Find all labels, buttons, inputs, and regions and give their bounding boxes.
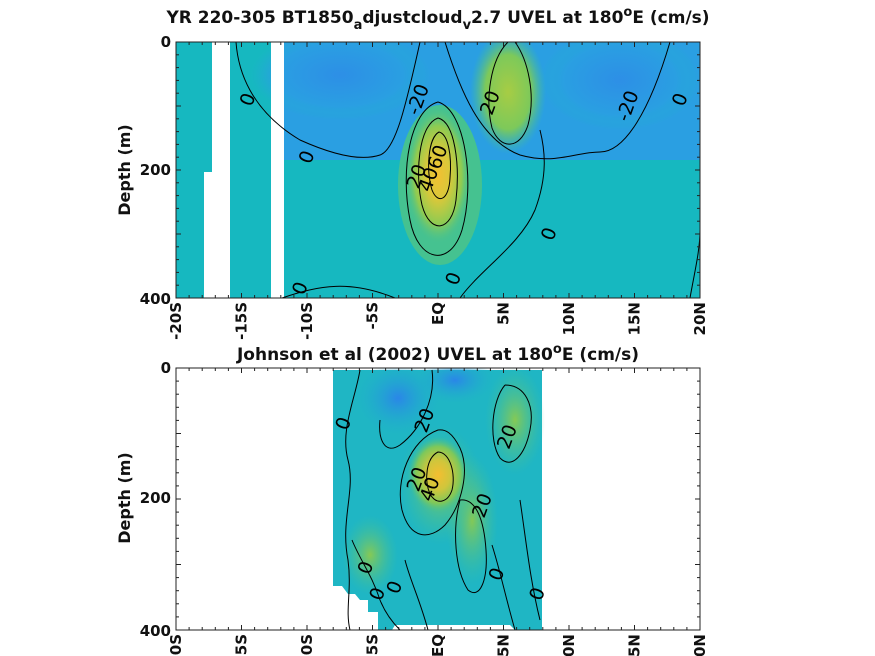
panel-1-field (176, 42, 700, 298)
panel-2-green-north (485, 368, 545, 475)
panel-2-field (333, 368, 545, 630)
x-tick-label: 20N (691, 634, 709, 656)
panel-1: YR 220-305 BT1850adjustcloudv2.7 UVEL at… (115, 5, 710, 340)
panel-1-contour-zero-south (281, 285, 396, 298)
panel-1-ylabel: Depth (m) (115, 124, 134, 216)
panel-2-contour-zero-west (345, 369, 361, 630)
panel-2-xtick-labels: -20S -15S -10S -5S EQ 5N 10N 15N 20N (167, 634, 709, 656)
panel-2-title: Johnson et al (2002) UVEL at 180oE (cm/s… (236, 342, 639, 365)
panel-2-westward-north (415, 368, 495, 404)
x-tick-label: 5N (495, 634, 513, 656)
panel-1-gap-1 (212, 42, 230, 298)
panel-2-contour-40-euc (426, 451, 454, 502)
panel-1-gap-1b (204, 172, 214, 298)
panel-2-contour-zero-deep-west (351, 539, 401, 630)
panel-2-contour-20-euc (399, 429, 465, 536)
x-tick-label: 15N (626, 634, 644, 656)
panel-1-north-jet (470, 42, 546, 154)
panel-2-contour-zero-east (519, 499, 541, 621)
panel-1-ytick-400: 400 (140, 290, 171, 308)
panel-2: Johnson et al (2002) UVEL at 180oE (cm/s… (115, 342, 709, 656)
x-tick-label: -15S (233, 302, 251, 340)
x-tick-label: 10N (560, 634, 578, 656)
x-tick-label: EQ (429, 634, 447, 656)
panel-2-green-south (342, 515, 398, 595)
panel-1-contour-zero-mid (444, 42, 671, 160)
panel-1-westward-core (250, 42, 430, 120)
panel-1-contour-zero-west (235, 42, 421, 158)
panel-1-ytick-0: 0 (161, 33, 171, 51)
panel-2-ticks (175, 367, 701, 631)
panel-1-contour-40-euc (418, 117, 458, 227)
x-tick-label: -15S (233, 634, 251, 656)
panel-1-contour-zero-north (459, 129, 545, 298)
panel-2-ytick-200: 200 (140, 489, 171, 507)
x-tick-label: -5S (364, 302, 382, 329)
panel-2-ylabel: Depth (m) (115, 452, 134, 544)
panel-1-xtick-labels: -20S -15S -10S -5S EQ 5N 10N 15N 20N (167, 302, 709, 340)
panel-2-contour-zero-deep-north (491, 544, 516, 630)
panel-2-contour-20-north (492, 384, 532, 463)
panel-2-contour-zero-deep-mid (404, 559, 429, 630)
panel-2-contours (345, 369, 541, 630)
x-tick-label: 20N (691, 302, 709, 335)
x-tick-label: 15N (626, 302, 644, 335)
panel-1-gap-2 (271, 42, 284, 298)
panel-1-ticks (175, 41, 701, 299)
panel-2-euc-core (408, 437, 468, 513)
x-tick-label: -10S (298, 634, 316, 656)
x-tick-label: 5N (495, 302, 513, 325)
panel-1-contour-60-euc (428, 131, 451, 200)
panel-1-ytick-200: 200 (140, 161, 171, 179)
panel-1-contour-20-jet (488, 42, 532, 145)
x-tick-label: -10S (298, 302, 316, 340)
panel-1-euc-core (404, 105, 472, 245)
x-tick-label: 10N (560, 302, 578, 335)
x-tick-label: -5S (364, 634, 382, 656)
x-tick-label: -20S (167, 302, 185, 340)
panel-2-contour-zero-north (379, 369, 434, 449)
panel-1-title: YR 220-305 BT1850adjustcloudv2.7 UVEL at… (165, 5, 709, 33)
panel-2-ytick-400: 400 (140, 622, 171, 640)
panel-2-ytick-0: 0 (161, 359, 171, 377)
x-tick-label: EQ (429, 302, 447, 325)
panel-1-contour-20-euc (405, 101, 469, 256)
panel-2-contour-20-jet (455, 499, 487, 593)
panel-1-westward-north (540, 42, 700, 130)
x-tick-label: -20S (167, 634, 185, 656)
